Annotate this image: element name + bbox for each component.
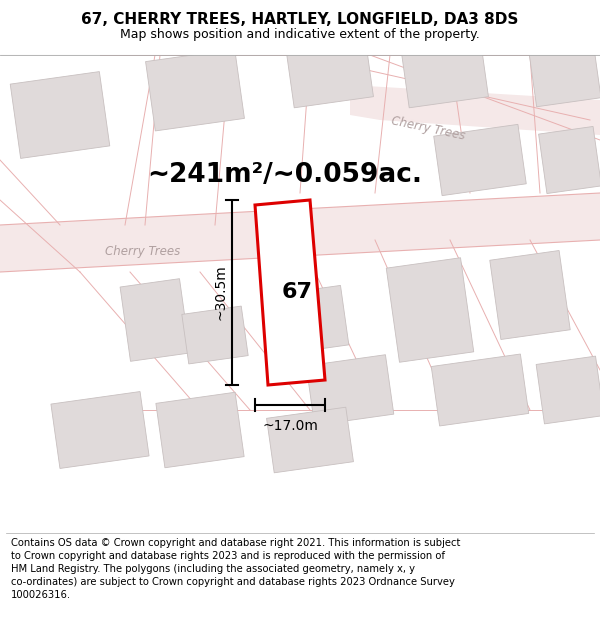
Text: 67, CHERRY TREES, HARTLEY, LONGFIELD, DA3 8DS: 67, CHERRY TREES, HARTLEY, LONGFIELD, DA…: [82, 12, 518, 27]
Text: 67: 67: [282, 282, 313, 302]
Polygon shape: [156, 392, 244, 468]
Polygon shape: [0, 193, 600, 272]
Polygon shape: [271, 286, 349, 354]
Polygon shape: [146, 49, 244, 131]
Text: Map shows position and indicative extent of the property.: Map shows position and indicative extent…: [120, 28, 480, 41]
Polygon shape: [10, 72, 110, 158]
Polygon shape: [490, 251, 570, 339]
Polygon shape: [539, 126, 600, 194]
Polygon shape: [182, 306, 248, 364]
Polygon shape: [529, 43, 600, 107]
Polygon shape: [51, 391, 149, 469]
Polygon shape: [287, 42, 373, 107]
Polygon shape: [434, 124, 526, 196]
Polygon shape: [431, 354, 529, 426]
Text: Cherry Trees: Cherry Trees: [390, 114, 466, 142]
Text: ~30.5m: ~30.5m: [213, 264, 227, 321]
Text: ~241m²/~0.059ac.: ~241m²/~0.059ac.: [148, 162, 422, 188]
Polygon shape: [306, 355, 394, 425]
Text: Contains OS data © Crown copyright and database right 2021. This information is : Contains OS data © Crown copyright and d…: [11, 538, 460, 601]
Polygon shape: [536, 356, 600, 424]
Polygon shape: [120, 279, 190, 361]
Polygon shape: [350, 85, 600, 135]
Text: ~17.0m: ~17.0m: [262, 419, 318, 433]
Polygon shape: [386, 258, 474, 362]
Polygon shape: [255, 200, 325, 385]
Polygon shape: [266, 408, 353, 472]
Polygon shape: [401, 42, 488, 107]
Text: Cherry Trees: Cherry Trees: [105, 246, 180, 259]
